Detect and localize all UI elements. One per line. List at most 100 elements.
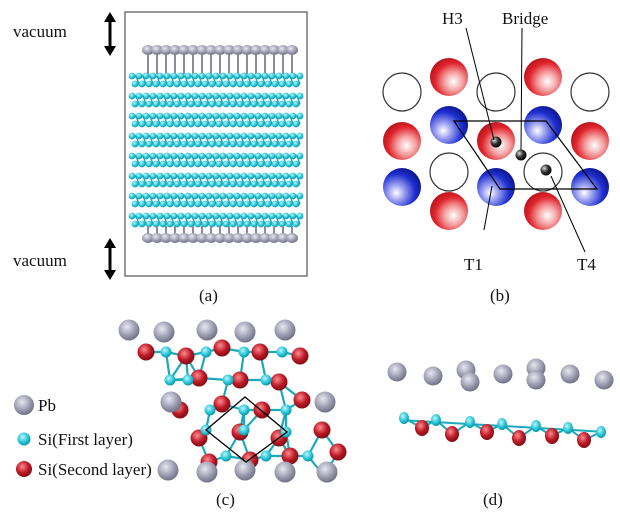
si-atom	[180, 100, 188, 108]
bond	[142, 75, 147, 85]
si-atom	[194, 220, 202, 228]
si-atom	[180, 200, 188, 208]
pb-atom	[250, 233, 262, 243]
bond	[226, 155, 231, 165]
si-atom	[187, 80, 195, 88]
bond	[191, 75, 196, 85]
si-first-layer-atom	[182, 374, 194, 386]
bond	[254, 75, 259, 85]
si-atom	[138, 80, 146, 88]
bond	[135, 215, 140, 225]
bond	[240, 115, 245, 125]
si-atom	[180, 140, 188, 148]
site-label-t4: T4	[577, 255, 596, 274]
si-atom	[166, 80, 174, 88]
si-second-layer-atom	[415, 420, 429, 436]
si-atom	[250, 200, 258, 208]
si-atom	[271, 80, 279, 88]
si-atom	[180, 80, 188, 88]
si-first-layer-atom	[399, 412, 409, 424]
bond	[275, 115, 280, 125]
si-atom	[201, 160, 209, 168]
pb-atom	[594, 370, 614, 390]
si-atom	[229, 80, 237, 88]
pb-atom	[259, 45, 271, 55]
pb-atom	[187, 233, 199, 243]
bond	[184, 135, 189, 145]
bond	[163, 95, 168, 105]
si-atom	[264, 140, 272, 148]
bond	[198, 155, 203, 165]
bond	[212, 115, 217, 125]
bond	[296, 175, 301, 185]
si-atom	[264, 200, 272, 208]
bond	[205, 215, 210, 225]
bond	[226, 175, 231, 185]
si-atom	[215, 220, 223, 228]
top-site-circle	[382, 72, 422, 112]
si-atom	[257, 80, 265, 88]
si-atom	[215, 140, 223, 148]
si-atom	[215, 160, 223, 168]
pb-atom	[223, 45, 235, 55]
bond	[156, 195, 161, 205]
bond	[282, 95, 287, 105]
si-atom	[222, 100, 230, 108]
bond	[156, 95, 161, 105]
si-atom	[271, 160, 279, 168]
bond	[184, 95, 189, 105]
pb-atom	[157, 459, 179, 481]
bond	[163, 155, 168, 165]
pb-atom	[232, 45, 244, 55]
si-atom	[215, 120, 223, 128]
si-atom	[173, 180, 181, 188]
si-atom	[271, 140, 279, 148]
bond	[296, 95, 301, 105]
si-first-layer-atom	[596, 426, 606, 438]
bond	[240, 95, 245, 105]
si-atom	[222, 220, 230, 228]
si-atom	[201, 120, 209, 128]
bond	[198, 95, 203, 105]
si-atom	[128, 112, 136, 120]
si-second-layer-atom	[291, 347, 309, 365]
pb-atom	[205, 233, 217, 243]
si-atom	[271, 120, 279, 128]
si-atom	[131, 80, 139, 88]
pb-atom	[169, 233, 181, 243]
bond	[296, 215, 301, 225]
si-atom	[145, 140, 153, 148]
si-atom	[222, 160, 230, 168]
pb-atom	[196, 233, 208, 243]
bond	[177, 155, 182, 165]
bond	[212, 75, 217, 85]
si-atom	[201, 180, 209, 188]
bond	[233, 215, 238, 225]
bond	[282, 155, 287, 165]
bond	[233, 155, 238, 165]
bond	[191, 95, 196, 105]
bond	[275, 195, 280, 205]
bond	[282, 175, 287, 185]
pb-atom	[314, 391, 336, 413]
bond	[191, 115, 196, 125]
si-atom	[152, 160, 160, 168]
bond	[289, 75, 294, 85]
bond	[261, 195, 266, 205]
si-first-layer-atom	[260, 450, 272, 462]
bond	[191, 135, 196, 145]
si-atom	[145, 160, 153, 168]
bond	[135, 155, 140, 165]
si-first-layer-atom	[497, 418, 507, 430]
bond	[142, 175, 147, 185]
bond	[226, 115, 231, 125]
bond	[219, 175, 224, 185]
caption-b: (b)	[490, 286, 510, 305]
bond	[177, 175, 182, 185]
si-atom	[215, 180, 223, 188]
pb-atom	[241, 45, 253, 55]
bond	[261, 75, 266, 85]
first-layer-atom	[571, 168, 609, 206]
si-atom	[173, 220, 181, 228]
si-first-layer-atom	[238, 346, 250, 358]
